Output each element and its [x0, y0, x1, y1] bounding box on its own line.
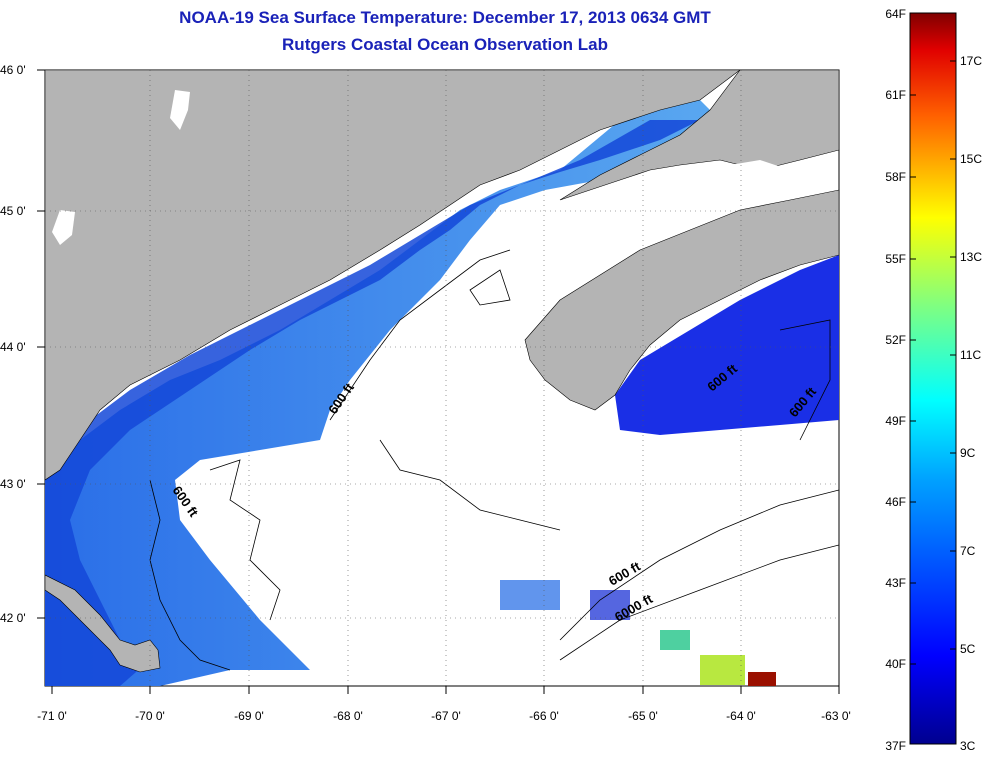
lon-label: -70 0' [135, 709, 165, 723]
lon-label: -65 0' [628, 709, 658, 723]
colorbar-c-label: 13C [960, 250, 982, 264]
lat-label: 46 0' [0, 63, 26, 77]
colorbar-f-label: 64F [885, 7, 906, 21]
scattered-sst [500, 580, 560, 610]
axis-ticks [37, 69, 840, 694]
lon-label: -66 0' [529, 709, 559, 723]
colorbar-f-label: 55F [885, 252, 906, 266]
inland-lakes [170, 90, 190, 130]
nova-scotia-land [524, 189, 839, 411]
bathymetry-contours [149, 249, 839, 671]
colorbar-c-label: 11C [960, 348, 981, 362]
colorbar-c-label: 17C [960, 54, 982, 68]
warm-patch [748, 672, 776, 686]
lon-label: -71 0' [37, 709, 67, 723]
colorbar-f-label: 58F [885, 170, 906, 184]
cape-cod-land [45, 574, 161, 673]
colorbar-c-label: 15C [960, 152, 982, 166]
colorbar-f-label: 43F [885, 576, 906, 590]
colorbar-f-label: 52F [885, 333, 906, 347]
warm-patch [700, 655, 745, 685]
lat-label: 45 0' [0, 204, 26, 218]
colorbar-f-label: 61F [885, 88, 906, 102]
lat-label: 43 0' [0, 477, 26, 491]
lon-label: -68 0' [333, 709, 363, 723]
colorbar-f-label: 37F [885, 739, 906, 753]
colorbar-c-label: 9C [960, 446, 976, 460]
map-subtitle: Rutgers Coastal Ocean Observation Lab [282, 35, 608, 54]
inland-lakes [52, 210, 75, 245]
scattered-sst [590, 590, 630, 620]
lat-label: 42 0' [0, 611, 26, 625]
scotian-shelf-sst [615, 255, 839, 435]
colorbar-ticks [910, 60, 956, 665]
lat-label: 44 0' [0, 340, 26, 354]
new-england-land [45, 70, 741, 481]
warm-patch [660, 630, 690, 650]
lon-label: -69 0' [234, 709, 264, 723]
colorbar-f-label: 46F [885, 495, 906, 509]
colorbar-f-label: 40F [885, 657, 906, 671]
map-title: NOAA-19 Sea Surface Temperature: Decembe… [179, 8, 711, 27]
colorbar [909, 12, 957, 745]
lon-label: -67 0' [431, 709, 461, 723]
lon-label: -64 0' [726, 709, 756, 723]
inland-lakes [700, 160, 790, 185]
lon-label: -63 0' [821, 709, 851, 723]
colorbar-c-label: 7C [960, 544, 976, 558]
colorbar-c-label: 5C [960, 642, 976, 656]
colorbar-c-label: 3C [960, 739, 976, 753]
colorbar-f-label: 49F [885, 414, 906, 428]
